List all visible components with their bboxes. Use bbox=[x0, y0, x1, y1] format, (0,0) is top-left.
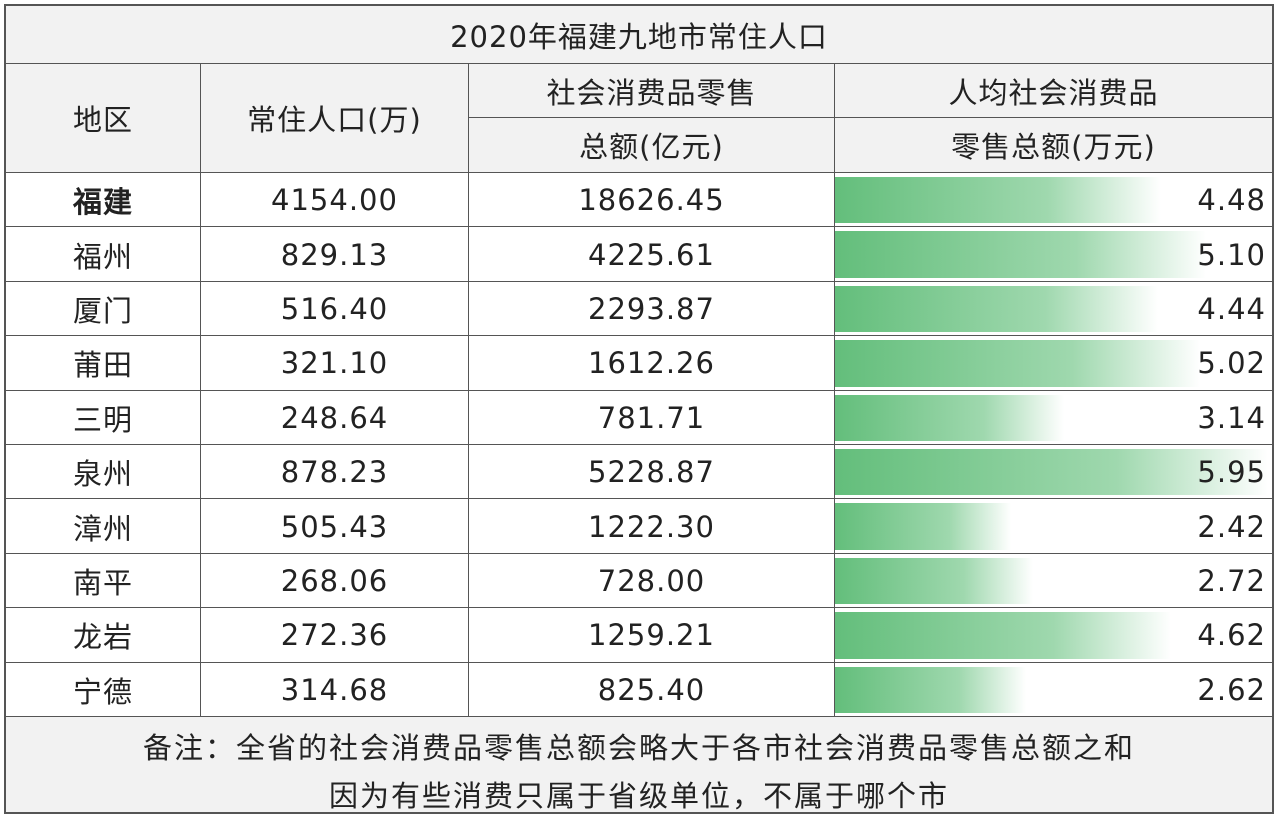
per-capita-bar bbox=[835, 557, 1033, 605]
table-row: 宁德 314.68 825.40 2.62 bbox=[6, 662, 1272, 717]
per-capita-bar bbox=[835, 394, 1064, 441]
table-row: 厦门 516.40 2293.87 4.44 bbox=[6, 281, 1272, 337]
header-region: 地区 bbox=[6, 64, 201, 172]
region-cell: 莆田 bbox=[6, 336, 201, 391]
region-cell: 三明 bbox=[6, 390, 201, 445]
retail-cell: 1612.26 bbox=[469, 336, 835, 391]
region-cell: 漳州 bbox=[6, 499, 201, 554]
per-capita-bar bbox=[835, 503, 1012, 550]
per-capita-cell: 3.14 bbox=[835, 391, 1272, 445]
data-table: 2020年福建九地市常住人口 地区 常住人口(万) 社会消费品零售 总额(亿元)… bbox=[4, 4, 1274, 814]
population-cell: 272.36 bbox=[201, 608, 469, 663]
retail-cell: 728.00 bbox=[469, 553, 835, 609]
header-retail-line2: 总额(亿元) bbox=[579, 130, 724, 164]
per-capita-cell: 2.42 bbox=[835, 499, 1272, 553]
table-row: 南平 268.06 728.00 2.72 bbox=[6, 553, 1272, 609]
table-row: 福州 829.13 4225.61 5.10 bbox=[6, 227, 1272, 282]
population-cell: 505.43 bbox=[201, 499, 469, 554]
header-percap-line2: 零售总额(万元) bbox=[951, 130, 1156, 164]
per-capita-bar bbox=[835, 449, 1268, 496]
per-capita-label: 2.72 bbox=[1197, 563, 1266, 598]
population-cell: 268.06 bbox=[201, 553, 469, 609]
region-cell: 福州 bbox=[6, 227, 201, 282]
population-cell: 878.23 bbox=[201, 445, 469, 500]
region-cell: 厦门 bbox=[6, 281, 201, 337]
header-population: 常住人口(万) bbox=[201, 64, 469, 172]
note-line-2: 因为有些消费只属于省级单位，不属于哪个市 bbox=[328, 779, 949, 813]
population-cell: 4154.00 bbox=[201, 173, 469, 228]
per-capita-bar bbox=[835, 612, 1172, 659]
per-capita-bar bbox=[835, 666, 1026, 713]
per-capita-label: 5.02 bbox=[1197, 346, 1266, 381]
population-cell: 314.68 bbox=[201, 662, 469, 717]
table-row: 漳州 505.43 1222.30 2.42 bbox=[6, 499, 1272, 554]
per-capita-cell: 4.44 bbox=[835, 282, 1272, 336]
retail-cell: 2293.87 bbox=[469, 281, 835, 337]
retail-cell: 5228.87 bbox=[469, 445, 835, 500]
per-capita-label: 2.62 bbox=[1197, 672, 1266, 707]
retail-cell: 825.40 bbox=[469, 662, 835, 717]
per-capita-cell: 4.62 bbox=[835, 608, 1272, 662]
table-row: 三明 248.64 781.71 3.14 bbox=[6, 390, 1272, 445]
table-title: 2020年福建九地市常住人口 bbox=[450, 19, 828, 54]
population-cell: 829.13 bbox=[201, 227, 469, 282]
note-line-1: 备注：全省的社会消费品零售总额会略大于各市社会消费品零售总额之和 bbox=[142, 731, 1135, 765]
per-capita-label: 5.10 bbox=[1197, 237, 1266, 272]
per-capita-bar bbox=[835, 231, 1207, 278]
per-capita-label: 2.42 bbox=[1197, 509, 1266, 544]
region-cell: 龙岩 bbox=[6, 608, 201, 663]
table-title-row: 2020年福建九地市常住人口 bbox=[6, 6, 1272, 63]
per-capita-cell: 2.62 bbox=[835, 663, 1272, 717]
per-capita-label: 4.44 bbox=[1197, 291, 1266, 326]
retail-cell: 18626.45 bbox=[469, 173, 835, 228]
per-capita-label: 4.62 bbox=[1197, 618, 1266, 653]
per-capita-bar bbox=[835, 177, 1162, 224]
table-note: 备注：全省的社会消费品零售总额会略大于各市社会消费品零售总额之和 因为有些消费只… bbox=[6, 717, 1272, 813]
table-row: 莆田 321.10 1612.26 5.02 bbox=[6, 336, 1272, 391]
region-cell: 福建 bbox=[6, 173, 201, 228]
header-retail-line1: 社会消费品零售 bbox=[469, 64, 834, 118]
retail-cell: 4225.61 bbox=[469, 227, 835, 282]
table-row: 龙岩 272.36 1259.21 4.62 bbox=[6, 608, 1272, 663]
per-capita-cell: 5.95 bbox=[835, 445, 1272, 499]
table-row: 福建 4154.00 18626.45 4.48 bbox=[6, 173, 1272, 228]
region-cell: 泉州 bbox=[6, 445, 201, 500]
per-capita-label: 3.14 bbox=[1197, 400, 1266, 435]
retail-cell: 1222.30 bbox=[469, 499, 835, 554]
per-capita-label: 5.95 bbox=[1197, 455, 1266, 490]
per-capita-cell: 2.72 bbox=[835, 554, 1272, 608]
region-cell: 南平 bbox=[6, 553, 201, 609]
region-cell: 宁德 bbox=[6, 662, 201, 717]
per-capita-bar bbox=[835, 285, 1159, 333]
per-capita-cell: 5.02 bbox=[835, 336, 1272, 390]
per-capita-cell: 5.10 bbox=[835, 227, 1272, 281]
table-row: 泉州 878.23 5228.87 5.95 bbox=[6, 445, 1272, 500]
per-capita-cell: 4.48 bbox=[835, 173, 1272, 227]
header-percap-line1: 人均社会消费品 bbox=[835, 64, 1272, 118]
population-cell: 516.40 bbox=[201, 281, 469, 337]
retail-cell: 1259.21 bbox=[469, 608, 835, 663]
per-capita-label: 4.48 bbox=[1197, 183, 1266, 218]
per-capita-bar bbox=[835, 340, 1201, 387]
population-cell: 248.64 bbox=[201, 390, 469, 445]
retail-cell: 781.71 bbox=[469, 390, 835, 445]
header-percap: 人均社会消费品 零售总额(万元) bbox=[835, 64, 1272, 172]
population-cell: 321.10 bbox=[201, 336, 469, 391]
table-header: 地区 常住人口(万) 社会消费品零售 总额(亿元) 人均社会消费品 零售总额(万… bbox=[6, 64, 1272, 172]
header-retail: 社会消费品零售 总额(亿元) bbox=[469, 64, 835, 172]
